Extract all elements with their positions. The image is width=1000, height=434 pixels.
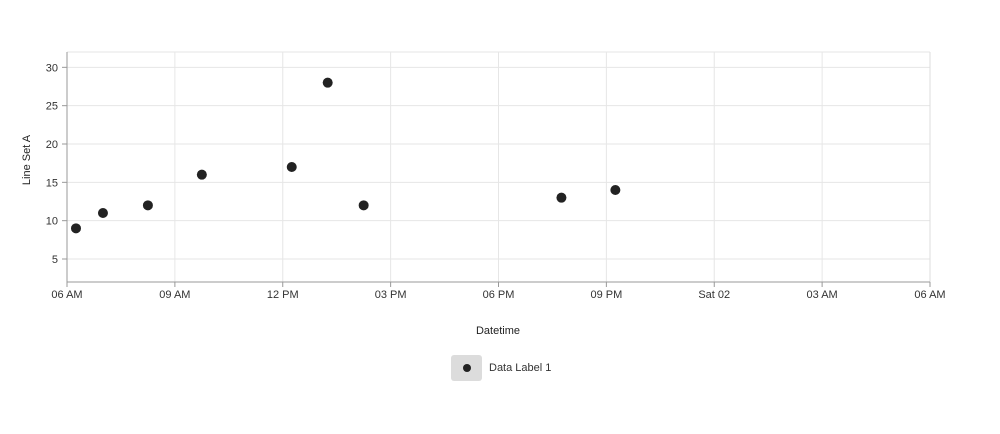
x-axis-ticks: 06 AM 09 AM 12 PM 03 PM 06 PM 09 PM Sat 02 03 A… — [51, 282, 946, 301]
data-point[interactable] — [610, 185, 621, 195]
y-tick-label: 25 — [46, 101, 58, 113]
y-tick-label: 10 — [46, 216, 58, 228]
legend-marker-icon — [462, 364, 471, 372]
data-point[interactable] — [286, 162, 297, 172]
x-tick-label: 06 AM — [51, 289, 82, 301]
x-tick-label: 09 PM — [590, 289, 622, 301]
y-axis-title: Line Set A — [21, 134, 33, 185]
y-tick-label: 30 — [46, 62, 58, 74]
x-tick-label: 06 PM — [483, 289, 515, 301]
legend-label[interactable]: Data Label 1 — [489, 362, 552, 374]
data-point[interactable] — [97, 208, 108, 218]
x-tick-label: 03 PM — [375, 289, 407, 301]
x-axis-title: Datetime — [476, 325, 520, 337]
x-tick-label: 06 AM — [914, 289, 945, 301]
data-point[interactable] — [70, 223, 81, 234]
y-axis-ticks: 5 10 15 20 25 30 — [46, 62, 67, 266]
legend: Data Label 1 — [451, 355, 551, 381]
data-point[interactable] — [142, 200, 153, 211]
data-point[interactable] — [556, 192, 567, 203]
x-tick-label: 09 AM — [159, 289, 190, 301]
data-points — [70, 77, 621, 234]
grid-lines — [66, 51, 931, 282]
y-tick-label: 15 — [46, 177, 58, 189]
x-tick-label: 03 AM — [807, 289, 838, 301]
y-tick-label: 5 — [52, 254, 58, 266]
x-tick-label: 12 PM — [267, 289, 299, 301]
data-point[interactable] — [322, 77, 333, 88]
x-tick-label: Sat 02 — [698, 289, 730, 301]
data-point[interactable] — [358, 200, 369, 211]
y-tick-label: 20 — [46, 139, 58, 151]
legend-toggle-button[interactable] — [451, 355, 482, 381]
data-point[interactable] — [196, 169, 207, 180]
